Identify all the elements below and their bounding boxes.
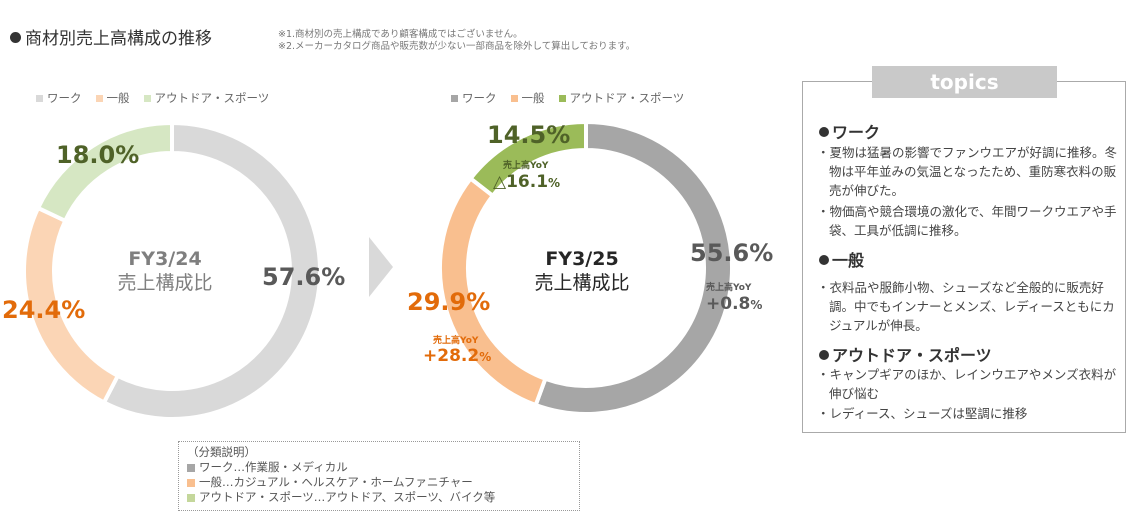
topic-section-work: ワーク — [819, 119, 880, 143]
bullet-icon — [819, 127, 829, 137]
yoy-sign: + — [423, 346, 438, 366]
data-label-general-fy25: 29.9% — [407, 288, 491, 316]
topics-heading: topics — [872, 66, 1057, 98]
classification-row-outdoor: アウトドア・スポーツ…アウトドア、スポーツ、バイク等 — [187, 490, 571, 505]
donut-slice-work — [533, 119, 734, 416]
yoy-unit: % — [750, 298, 763, 312]
classification-text: 一般…カジュアル・ヘルスケア・ホームファニチャー — [199, 475, 473, 489]
page-title-text: 商材別売上高構成の推移 — [25, 29, 212, 49]
bullet-icon — [819, 255, 829, 265]
classification-row-general: 一般…カジュアル・ヘルスケア・ホームファニチャー — [187, 475, 571, 490]
legend-swatch — [451, 94, 458, 102]
legend-label: アウトドア・スポーツ — [154, 91, 270, 105]
topic-item: ・レディース、シューズは堅調に推移 — [817, 406, 1028, 421]
legend-fy24: ワーク 一般 アウトドア・スポーツ — [36, 90, 269, 106]
data-label-general-fy24: 24.4% — [2, 296, 86, 324]
chevron-right-icon — [369, 237, 393, 297]
legend-item-general: 一般 — [95, 90, 130, 106]
donut-fy24 — [22, 120, 322, 421]
center-label-fy25: FY3/25 売上構成比 — [512, 248, 652, 296]
data-label-outdoor-fy25: 14.5% — [487, 121, 571, 149]
topic-item: ・キャンプギアのほか、レインウエアやメンズ衣料が伸び悩む — [817, 367, 1117, 401]
legend-label: ワーク — [47, 91, 82, 105]
center-label-caption: 売上構成比 — [117, 271, 213, 294]
legend-swatch — [36, 94, 43, 102]
classification-text: アウトドア・スポーツ…アウトドア、スポーツ、バイク等 — [199, 490, 496, 504]
center-label-year: FY3/24 — [128, 248, 202, 270]
center-label-fy24: FY3/24 売上構成比 — [95, 248, 235, 296]
classification-box: （分類説明） ワーク…作業服・メディカル 一般…カジュアル・ヘルスケア・ホームフ… — [178, 441, 580, 511]
yoy-label-work: 売上高YoY — [706, 283, 752, 293]
topic-item: ・衣料品や服飾小物、シューズなど全般的に販売好調。中でもインナーとメンズ、レディ… — [817, 280, 1115, 333]
topic-section-general: 一般 — [819, 247, 864, 271]
classification-text: ワーク…作業服・メディカル — [199, 460, 348, 474]
topic-section-title: 一般 — [832, 251, 865, 270]
yoy-number: 0.8 — [720, 294, 751, 314]
center-label-caption: 売上構成比 — [534, 271, 630, 294]
yoy-value-outdoor: △16.1% — [493, 172, 560, 192]
topic-section-outdoor: アウトドア・スポーツ — [819, 342, 992, 366]
topic-section-title: ワーク — [832, 123, 881, 142]
topics-panel: topics ワーク ・夏物は猛暑の影響でファンウエアが好調に推移。冬物は平年並… — [802, 66, 1126, 433]
yoy-number: 28.2 — [437, 346, 480, 366]
yoy-value-work: +0.8% — [706, 294, 762, 314]
legend-label: 一般 — [106, 91, 130, 105]
data-label-outdoor-fy24: 18.0% — [56, 141, 140, 169]
classification-row-work: ワーク…作業服・メディカル — [187, 460, 571, 475]
yoy-unit: % — [548, 176, 561, 190]
donut-charts — [22, 119, 734, 421]
legend-item-general: 一般 — [510, 90, 545, 106]
legend-item-outdoor: アウトドア・スポーツ — [558, 90, 685, 106]
yoy-number: 16.1 — [506, 172, 549, 192]
donut-slice-outdoor — [35, 120, 174, 224]
yoy-sign: △ — [493, 172, 507, 192]
donut-slice-outdoor — [467, 119, 588, 199]
donut-slice-work — [101, 120, 322, 421]
footnote-2: ※2.メーカーカタログ商品や販売数が少ない一部商品を除外して算出しております。 — [278, 41, 636, 52]
legend-item-work: ワーク — [451, 90, 497, 106]
legend-label: 一般 — [521, 91, 545, 105]
legend-swatch — [187, 493, 195, 502]
legend-item-outdoor: アウトドア・スポーツ — [143, 90, 270, 106]
topic-section-title: アウトドア・スポーツ — [832, 346, 992, 365]
yoy-label-outdoor: 売上高YoY — [503, 161, 549, 171]
center-label-year: FY3/25 — [545, 248, 619, 270]
legend-fy25: ワーク 一般 アウトドア・スポーツ — [451, 90, 684, 106]
page-title: 商材別売上高構成の推移 — [10, 24, 212, 49]
legend-label: アウトドア・スポーツ — [569, 91, 685, 105]
yoy-label-general: 売上高YoY — [433, 336, 479, 346]
yoy-unit: % — [479, 350, 492, 364]
legend-swatch — [95, 94, 103, 102]
legend-swatch — [558, 94, 566, 102]
donut-fy25 — [438, 119, 734, 416]
bullet-icon — [10, 32, 21, 43]
legend-swatch — [510, 94, 518, 102]
legend-swatch — [187, 478, 195, 487]
data-label-work-fy25: 55.6% — [690, 239, 774, 267]
yoy-sign: + — [706, 294, 721, 314]
footnote-1: ※1.商材別の売上構成であり顧客構成ではございません。 — [278, 29, 523, 40]
data-label-work-fy24: 57.6% — [262, 263, 346, 291]
legend-label: ワーク — [462, 91, 497, 105]
legend-swatch — [187, 463, 195, 472]
classification-heading: （分類説明） — [187, 445, 256, 459]
legend-swatch — [143, 94, 151, 102]
topic-item: ・夏物は猛暑の影響でファンウエアが好調に推移。冬物は平年並みの気温となったため、… — [817, 145, 1118, 198]
bullet-icon — [819, 350, 829, 360]
legend-item-work: ワーク — [36, 90, 82, 106]
topic-item: ・物価高や競合環境の激化で、年間ワークウエアや手袋、工具が低調に推移。 — [817, 204, 1117, 238]
yoy-value-general: +28.2% — [423, 346, 491, 366]
